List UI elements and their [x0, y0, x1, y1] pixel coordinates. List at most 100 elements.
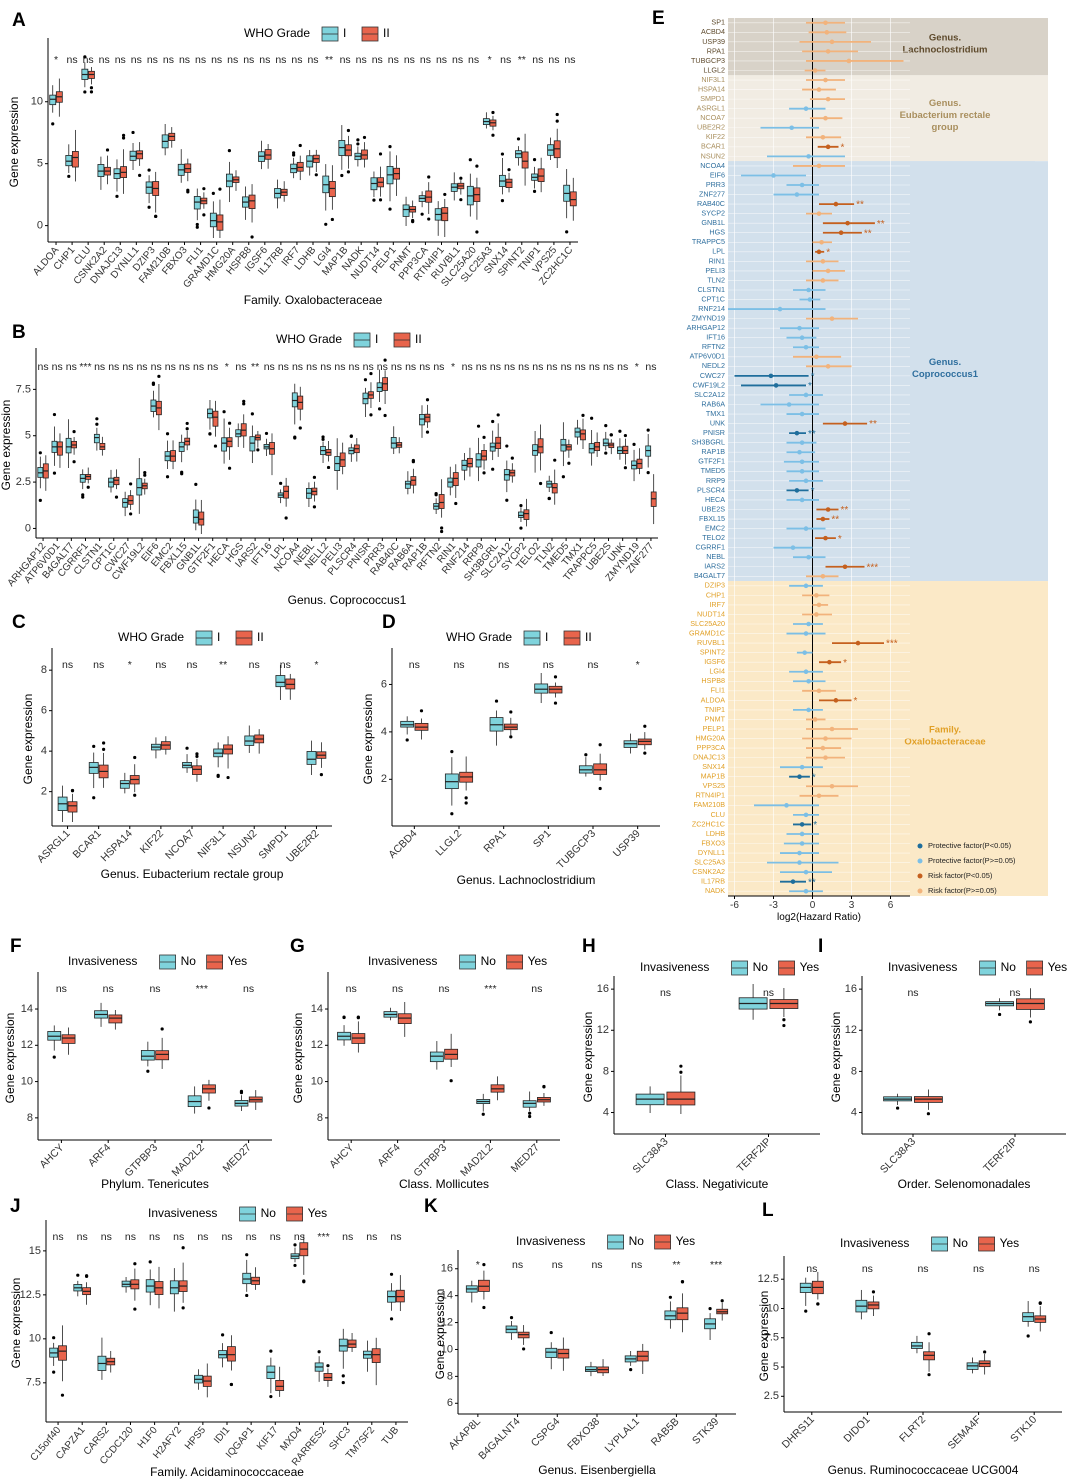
box-iqr	[580, 429, 586, 441]
significance-label: ns	[561, 361, 572, 373]
outlier-point	[208, 432, 212, 436]
legend: WHO Grade I II	[244, 26, 390, 42]
x-tick-label: HSPA14	[98, 828, 135, 865]
legend: Invasiveness No Yes	[516, 1234, 696, 1250]
x-tick-label: AHCY	[37, 1142, 66, 1171]
significance-label: ns	[349, 361, 360, 373]
outlier-point	[369, 371, 373, 376]
x-tick-label: SP1	[531, 828, 554, 851]
box-group-second	[490, 1076, 505, 1101]
significance-label: ns	[125, 1231, 136, 1243]
hr-point	[797, 449, 802, 455]
hr-point	[799, 497, 805, 503]
box-group-second	[505, 168, 513, 193]
significance-label: **	[877, 219, 885, 230]
outlier-point	[646, 471, 650, 475]
gene-label: FLI1	[711, 686, 725, 695]
outlier-point	[76, 1273, 80, 1277]
hr-point	[829, 316, 835, 321]
significance-label: ns	[476, 361, 487, 373]
significance-label: ns	[259, 54, 270, 66]
box-group-second	[55, 78, 63, 117]
box-group-second	[251, 1267, 260, 1290]
box-group-first	[151, 737, 161, 759]
box-group-second	[202, 1363, 212, 1398]
box-group-first	[145, 168, 153, 209]
box-group-first	[213, 742, 224, 778]
box-group-second	[58, 1325, 67, 1397]
significance-label: ns	[108, 361, 119, 373]
gene-label: NIF3L1	[701, 75, 725, 84]
hr-point	[797, 774, 802, 780]
outlier-point	[500, 152, 505, 156]
hr-point	[816, 793, 822, 799]
hr-point	[803, 812, 809, 818]
box-group-first	[150, 381, 157, 418]
gene-label: SLC25A20	[690, 619, 725, 628]
significance-label: **	[856, 200, 864, 211]
y-axis-title: Gene expression	[757, 1291, 771, 1382]
significance-label: ns	[436, 54, 447, 66]
hr-point	[823, 755, 828, 760]
hr-point	[803, 869, 809, 875]
box-group-second	[637, 724, 652, 755]
box-group-second	[495, 413, 502, 457]
panel-letter: H	[582, 936, 596, 957]
outlier-point	[284, 516, 288, 520]
box-group-second	[666, 1064, 696, 1114]
box-group-first	[664, 1295, 677, 1329]
y-tick-label: 6	[447, 1397, 453, 1409]
outlier-point	[604, 451, 608, 455]
box-group-second	[537, 1084, 551, 1106]
box-group-second	[769, 988, 799, 1028]
panel-k: K Invasiveness No Yes 6 8 10 12 14 16 Gene express…	[424, 1196, 736, 1477]
hr-point	[816, 249, 822, 255]
box-group-first	[221, 410, 227, 464]
significance-label: ns	[390, 1231, 401, 1243]
y-tick-label: 14	[311, 1003, 323, 1015]
box-group-first	[563, 169, 571, 234]
outlier-point	[211, 191, 215, 195]
x-tick-label: B4GALNT4	[476, 1416, 523, 1463]
outlier-point	[482, 471, 486, 475]
box-group-second	[67, 788, 78, 822]
outlier-point	[181, 1306, 185, 1310]
box-group-second	[444, 1033, 459, 1083]
significance-label: ns	[404, 54, 415, 66]
box-group-first	[47, 1025, 62, 1059]
outlier-point	[668, 1295, 672, 1299]
outlier-point	[89, 86, 94, 90]
box-group-first	[121, 1277, 131, 1293]
box-iqr	[569, 191, 577, 207]
x-tick-label: 0	[810, 900, 816, 911]
significance-label: ns	[543, 659, 554, 671]
y-tick-label: 7.5	[26, 1377, 41, 1389]
box-iqr	[221, 437, 227, 452]
gene-label: CPT1C	[701, 294, 725, 303]
box-group-second	[71, 129, 79, 182]
gene-label: ZMYND19	[691, 314, 725, 323]
outlier-point	[522, 1347, 526, 1351]
outlier-point	[450, 812, 454, 816]
outlier-point	[256, 448, 260, 452]
gene-label: GTF2F1	[698, 457, 725, 466]
box-group-second	[345, 128, 352, 174]
legend-label: No	[1001, 960, 1017, 974]
outlier-point	[264, 431, 269, 436]
box-group-first	[266, 1349, 276, 1399]
outlier-point	[319, 773, 323, 777]
box-group-second	[104, 148, 111, 185]
gene-label: DNAJC13	[693, 753, 725, 762]
box-group-second	[425, 175, 433, 221]
gene-label: NCOA4	[700, 161, 725, 170]
legend-label: No	[753, 960, 769, 974]
legend-label: Yes	[676, 1234, 696, 1248]
y-axis-title: Gene expression	[829, 1012, 843, 1103]
significance-label: ns	[280, 659, 291, 671]
outlier-point	[341, 1380, 345, 1385]
box-group-second	[580, 413, 586, 449]
significance-label: ns	[490, 361, 501, 373]
hr-point	[799, 841, 805, 846]
box-group-first	[387, 1272, 396, 1321]
